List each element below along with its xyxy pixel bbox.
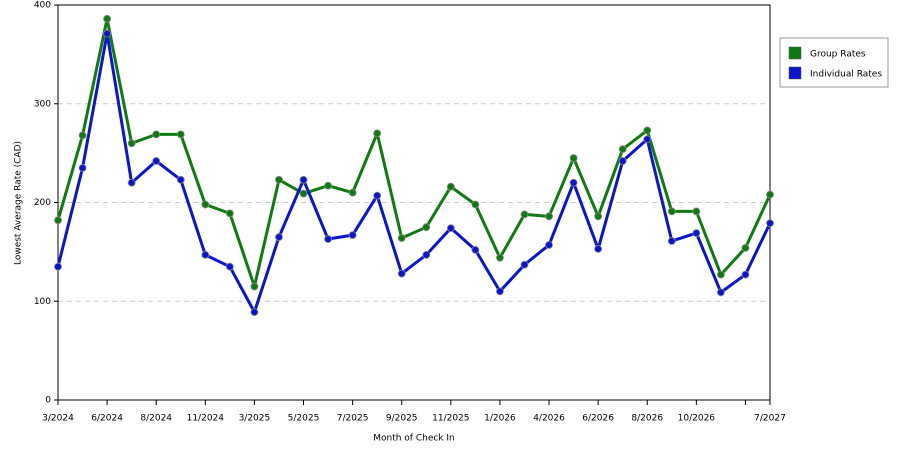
legend-swatch [788, 46, 802, 60]
x-tick-label: 11/2025 [432, 414, 469, 424]
data-point [299, 175, 308, 184]
data-point [225, 209, 234, 218]
data-point [397, 269, 406, 278]
data-point [766, 190, 774, 199]
data-point [496, 253, 504, 262]
data-point [54, 216, 62, 225]
x-tick-label: 3/2025 [239, 414, 271, 424]
data-point [446, 182, 455, 191]
data-point [594, 212, 603, 221]
y-tick-label: 400 [34, 1, 51, 11]
data-point [471, 200, 480, 209]
data-point [78, 164, 87, 172]
y-tick-label: 0 [45, 396, 51, 406]
data-point [299, 189, 308, 198]
data-point [496, 287, 504, 296]
data-point [422, 223, 431, 232]
data-point [250, 308, 259, 317]
x-tick-label: 7/2025 [337, 414, 369, 424]
data-point [643, 126, 652, 135]
x-tick-label: 1/2026 [484, 414, 516, 424]
data-point [348, 231, 357, 239]
data-point [373, 129, 382, 138]
data-point [176, 130, 185, 139]
legend-label: Group Rates [810, 50, 866, 60]
data-point [348, 188, 357, 197]
x-tick-label: 8/2024 [140, 414, 172, 424]
data-point [520, 210, 529, 219]
data-point [716, 288, 725, 297]
data-point [397, 234, 406, 242]
data-point [766, 219, 774, 228]
data-point [667, 237, 676, 245]
data-point [176, 175, 185, 184]
x-axis-title: Month of Check In [373, 434, 455, 444]
data-point [569, 178, 578, 187]
data-point [127, 178, 136, 187]
y-tick-label: 200 [34, 198, 51, 208]
data-point [103, 29, 112, 38]
legend-box [779, 37, 889, 88]
data-point [250, 282, 259, 291]
x-tick-label: 6/2024 [91, 414, 123, 424]
data-point [643, 135, 652, 144]
data-point [692, 207, 701, 216]
series-line [56, 17, 772, 288]
x-tick-label: 3/2024 [42, 414, 74, 424]
y-tick-label: 100 [34, 297, 51, 307]
data-point [692, 229, 701, 238]
data-point [324, 181, 332, 190]
plot-frame [57, 4, 771, 401]
data-point [373, 191, 382, 200]
data-point [54, 262, 62, 271]
data-point [741, 270, 750, 279]
data-point [422, 250, 431, 259]
data-point [225, 262, 234, 271]
data-point [152, 130, 161, 139]
y-tick-label: 300 [34, 99, 51, 109]
data-point [520, 260, 529, 269]
x-tick-label: 10/2026 [678, 414, 716, 424]
data-point [324, 235, 332, 243]
x-tick-label: 11/2024 [187, 414, 225, 424]
series-line [56, 32, 772, 314]
data-point [569, 154, 578, 162]
y-axis-title: Lowest Average Rate (CAD) [14, 141, 24, 265]
data-point [446, 224, 455, 233]
data-point [667, 207, 676, 216]
x-tick-label: 4/2026 [533, 414, 565, 424]
data-point [275, 233, 283, 241]
data-point [275, 175, 283, 184]
data-point [127, 139, 136, 148]
legend-swatch [788, 66, 802, 80]
data-point [103, 14, 112, 23]
data-point [471, 245, 480, 254]
data-point [618, 157, 627, 165]
data-point [152, 157, 161, 165]
data-point [594, 245, 603, 253]
x-tick-label: 6/2026 [582, 414, 614, 424]
x-tick-label: 7/2027 [754, 414, 786, 424]
data-point [741, 244, 750, 252]
data-point [716, 270, 725, 279]
x-tick-label: 5/2025 [288, 414, 320, 424]
data-point [545, 241, 553, 249]
data-point [78, 131, 87, 140]
data-point [618, 145, 627, 154]
x-tick-label: 9/2025 [386, 414, 418, 424]
data-point [545, 212, 553, 221]
x-tick-label: 8/2026 [631, 414, 663, 424]
data-point [201, 250, 210, 259]
data-point [201, 200, 210, 209]
legend-label: Individual Rates [810, 70, 882, 80]
